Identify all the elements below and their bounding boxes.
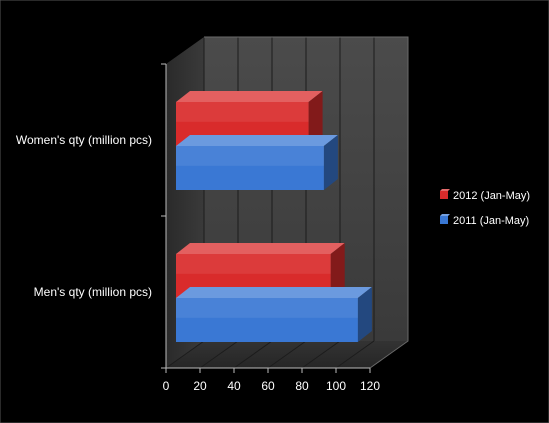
bar-top-face [176,135,338,146]
bar-top-face [176,287,372,298]
bar-highlight [176,146,324,166]
legend-item: 2012 (Jan-May) [440,189,530,202]
floor-gridline [301,340,341,369]
x-tick-label: 100 [326,379,346,393]
x-tick-label: 60 [261,379,275,393]
bar-end-face [323,135,338,190]
bar-end-face [357,287,372,342]
x-tick-label: 120 [360,379,380,393]
legend-label: 2012 (Jan-May) [453,190,530,202]
floor-gridline [335,340,375,369]
category-label: Women's qty (million pcs) [16,133,152,147]
bar [176,91,323,146]
bar-top-face [176,91,323,102]
x-tick-label: 0 [163,379,170,393]
floor-gridline [199,340,239,369]
bar-end-face [330,243,345,298]
bar-end-face [308,91,323,146]
wall-edge [204,36,409,369]
legend-swatch-top [440,189,450,191]
floor-gridline [267,340,307,369]
x-tick-label: 80 [295,379,309,393]
bar-front-face [176,298,358,342]
bars [176,91,372,342]
legend-swatch [440,216,448,224]
bar-front-face [176,146,324,190]
legend-item: 2011 (Jan-May) [440,214,529,227]
legend-swatch [440,191,448,199]
legend-label: 2011 (Jan-May) [453,215,529,227]
legend: 2012 (Jan-May) 2011 (Jan-May) [440,189,530,227]
bar-highlight [176,254,331,274]
bar-top-face [176,243,345,254]
floor-gridline [165,340,205,369]
axes [161,63,371,373]
category-label: Men's qty (million pcs) [34,285,152,299]
floor-gridline [233,340,273,369]
bar [176,287,372,342]
x-tick-label: 40 [227,379,241,393]
x-tick-label: 20 [193,379,207,393]
bar-highlight [176,102,309,122]
category-labels: Women's qty (million pcs) Men's qty (mill… [16,133,152,299]
bar-highlight [176,298,358,318]
x-tick-labels: 0 20 40 60 80 100 120 [163,379,381,393]
bar [176,135,338,190]
legend-swatch-top [440,214,450,216]
